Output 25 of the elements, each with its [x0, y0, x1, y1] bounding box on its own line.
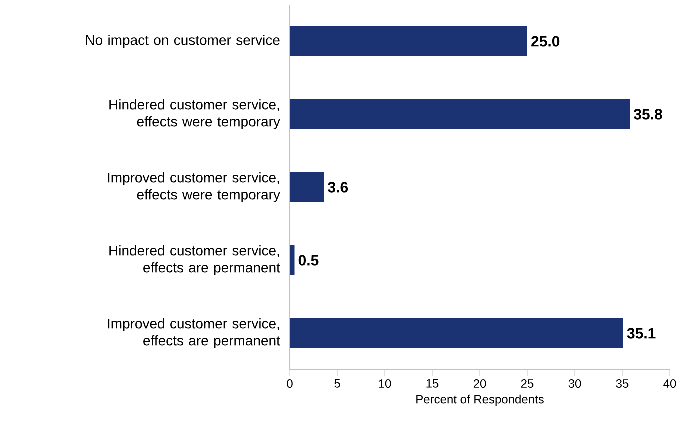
- y-tick-label: Improved customer service, effects are permanent: [108, 318, 280, 349]
- x-tick-label: 35: [616, 380, 629, 388]
- data-label: 25.0: [532, 36, 560, 47]
- y-tick-label: Improved customer service, effects were temporary: [108, 172, 280, 203]
- y-tick-label: Hindered customer service, effects were temporary: [110, 99, 280, 130]
- data-label: 3.6: [328, 182, 348, 193]
- x-tick-label: 5: [334, 380, 340, 388]
- bar: [290, 172, 324, 202]
- x-tick-label: 0: [287, 380, 293, 388]
- data-label: 35.1: [627, 328, 656, 339]
- data-label: 0.5: [298, 255, 319, 266]
- x-tick-label: 15: [426, 380, 439, 388]
- bar: [290, 318, 624, 349]
- x-tick-label: 20: [474, 380, 486, 388]
- y-tick-label: No impact on customer service: [86, 34, 280, 48]
- x-axis-title: Percent of Respondents: [416, 394, 544, 406]
- y-tick-label: Hindered customer service, effects are permanent: [110, 245, 280, 276]
- x-tick-label: 10: [379, 380, 392, 388]
- x-tick-label: 30: [568, 380, 582, 388]
- x-tick-label: 25: [521, 380, 534, 388]
- x-tick-label: 40: [664, 380, 676, 388]
- bar: [290, 100, 630, 130]
- data-label: 35.8: [634, 109, 662, 120]
- bar: [290, 26, 528, 57]
- bar: [290, 246, 295, 276]
